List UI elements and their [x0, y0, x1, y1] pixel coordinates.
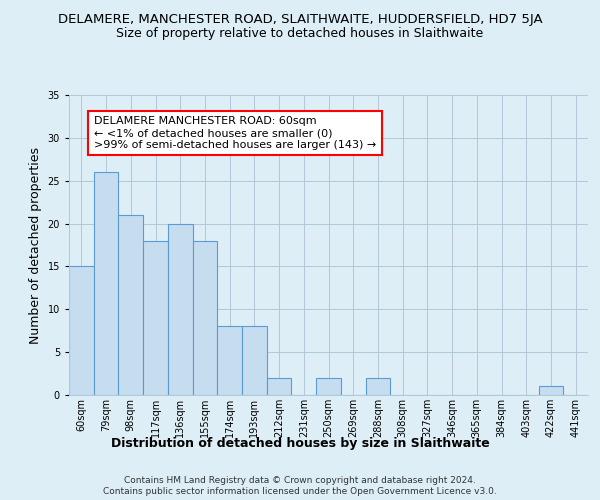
Bar [365, 378, 390, 395]
Bar [316, 378, 341, 395]
Bar [69, 266, 94, 395]
Text: Distribution of detached houses by size in Slaithwaite: Distribution of detached houses by size … [110, 438, 490, 450]
Text: Contains HM Land Registry data © Crown copyright and database right 2024.: Contains HM Land Registry data © Crown c… [124, 476, 476, 485]
Text: Size of property relative to detached houses in Slaithwaite: Size of property relative to detached ho… [116, 28, 484, 40]
Bar [242, 326, 267, 395]
Text: DELAMERE MANCHESTER ROAD: 60sqm
← <1% of detached houses are smaller (0)
>99% of: DELAMERE MANCHESTER ROAD: 60sqm ← <1% of… [94, 116, 376, 150]
Text: DELAMERE, MANCHESTER ROAD, SLAITHWAITE, HUDDERSFIELD, HD7 5JA: DELAMERE, MANCHESTER ROAD, SLAITHWAITE, … [58, 12, 542, 26]
Bar [118, 215, 143, 395]
Bar [217, 326, 242, 395]
Text: Contains public sector information licensed under the Open Government Licence v3: Contains public sector information licen… [103, 488, 497, 496]
Bar [267, 378, 292, 395]
Bar [94, 172, 118, 395]
Bar [143, 240, 168, 395]
Y-axis label: Number of detached properties: Number of detached properties [29, 146, 42, 344]
Bar [168, 224, 193, 395]
Bar [539, 386, 563, 395]
Bar [193, 240, 217, 395]
